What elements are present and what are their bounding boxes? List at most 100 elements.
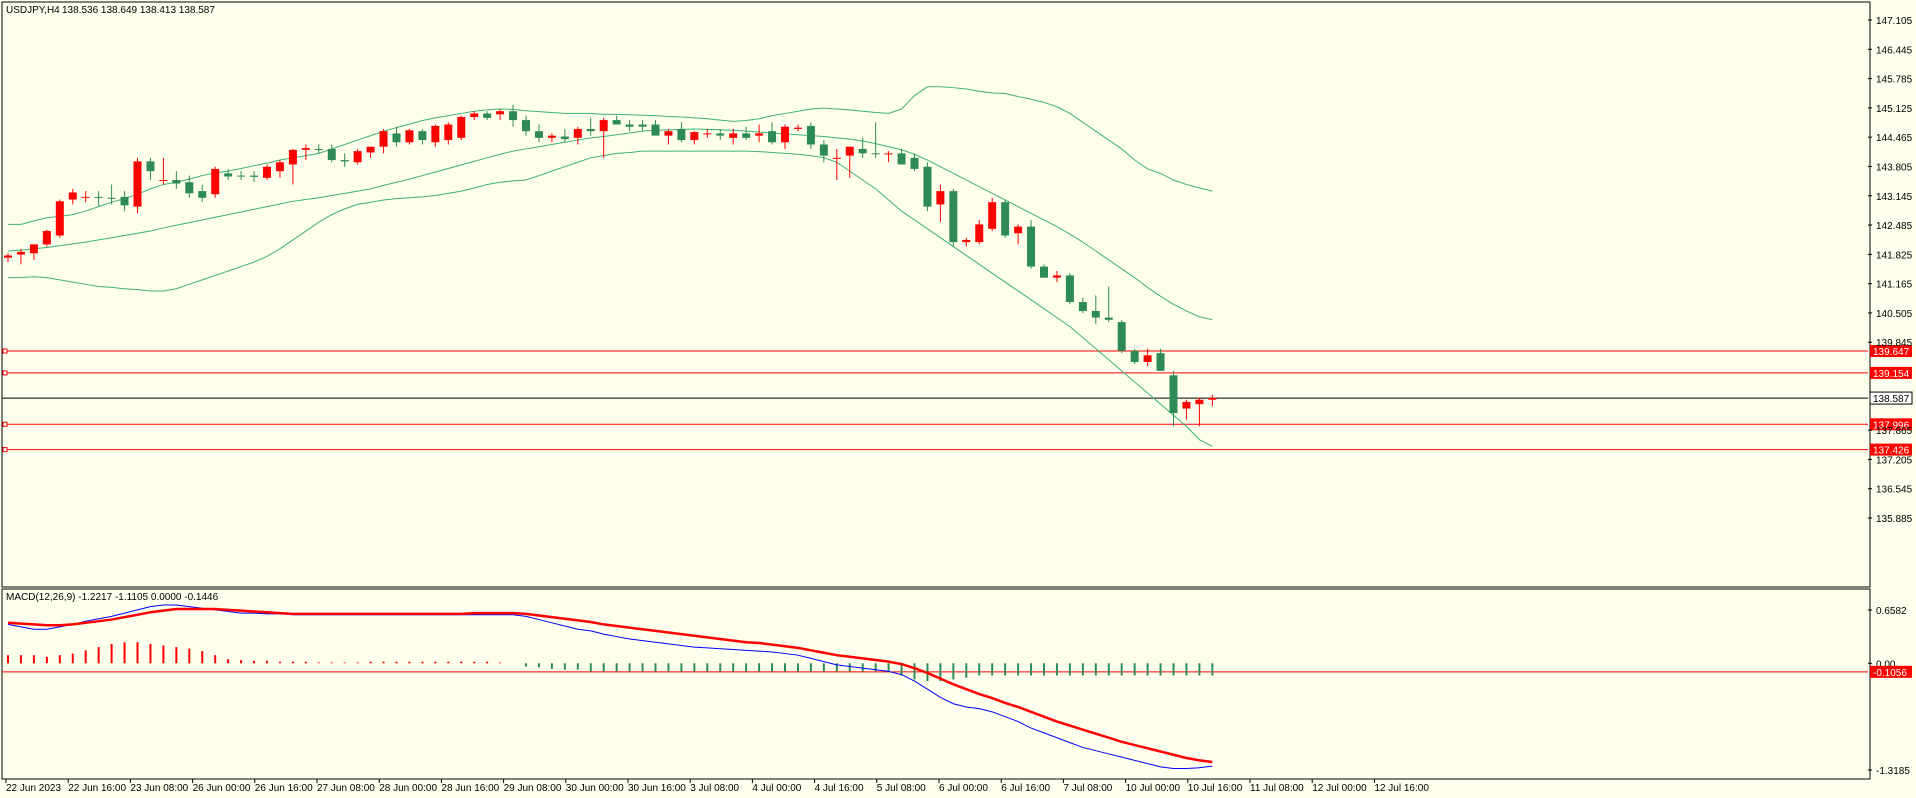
candle-body [1078, 302, 1087, 311]
candle-body [742, 133, 751, 138]
candle-body [431, 125, 440, 143]
candle-body [314, 148, 323, 150]
candle-body [936, 191, 945, 205]
time-tick-label: 26 Jun 16:00 [255, 783, 313, 794]
candle-body [55, 201, 64, 236]
time-tick-label: 26 Jun 00:00 [193, 783, 251, 794]
candle-body [716, 133, 725, 136]
level-price-label: 137.996 [1873, 420, 1910, 431]
candle-body [288, 149, 297, 165]
candle-body [1208, 397, 1217, 400]
ohlc-readout: 138.536 138.649 138.413 138.587 [62, 5, 215, 16]
price-tick-label: 146.445 [1876, 45, 1913, 56]
time-tick-label: 29 Jun 08:00 [504, 783, 562, 794]
level-price-label: 139.647 [1873, 347, 1910, 358]
candle-body [1130, 350, 1139, 362]
macd-indicator [2, 604, 1868, 770]
candle-body [832, 157, 841, 159]
candle-body [534, 131, 543, 138]
candle-body [94, 196, 103, 198]
candle-body [781, 126, 789, 143]
candle-body [923, 166, 932, 207]
macd-tick-label: -1.3185 [1876, 766, 1910, 777]
candle-body [755, 133, 764, 136]
level-handle [2, 447, 8, 453]
price-tick-label: 137.205 [1876, 455, 1913, 466]
candle-body [1169, 375, 1178, 414]
candle-body [651, 124, 660, 136]
price-tick-label: 145.785 [1876, 75, 1913, 86]
time-tick-label: 6 Jul 16:00 [1001, 783, 1050, 794]
candle-body [845, 146, 854, 156]
candle-body [470, 113, 479, 117]
candle-body [1001, 202, 1010, 236]
time-tick-label: 4 Jul 16:00 [815, 783, 864, 794]
price-tick-label: 143.805 [1876, 162, 1913, 173]
level-price-label: 139.154 [1873, 369, 1910, 380]
candle-body [897, 153, 906, 165]
candle-body [729, 133, 738, 138]
candle-body [1014, 226, 1023, 234]
current-price-tag [1869, 391, 1913, 405]
candle-body [133, 161, 142, 207]
candle-body [975, 224, 984, 243]
macd-tick-label: 0.00 [1876, 659, 1896, 670]
time-tick-label: 12 Jul 16:00 [1374, 783, 1429, 794]
candle-body [573, 128, 582, 138]
time-tick-label: 3 Jul 08:00 [690, 783, 739, 794]
candle-body [483, 113, 492, 118]
candle-body [159, 180, 168, 182]
candle-body [962, 239, 971, 243]
candle-body [172, 180, 181, 184]
candle-body [884, 153, 893, 155]
candle-body [444, 124, 453, 141]
candle-body [379, 131, 388, 147]
symbol-label: USDJPY,H4 [6, 5, 60, 16]
candle-body [185, 182, 194, 194]
candle-body [418, 131, 427, 141]
bollinger-upper-line [8, 86, 1213, 225]
level-handle [2, 370, 8, 376]
candle-body [301, 148, 310, 150]
candle-body [586, 128, 595, 132]
candle-body [120, 196, 129, 206]
candle-body [949, 191, 958, 243]
candle-body [263, 166, 271, 178]
price-axis: 139.647 139.154 137.996 137.426 138.587 147.1… [1868, 16, 1913, 525]
candle-body [988, 202, 997, 229]
candle-body [107, 197, 116, 199]
candle-body [250, 175, 259, 177]
macd-level-label: -0.1056 [1873, 668, 1907, 679]
candle-body [1182, 401, 1191, 409]
candle-body [677, 128, 686, 141]
price-tick-label: 142.485 [1876, 221, 1913, 232]
level-price-tag [1870, 345, 1912, 358]
candle-body [1156, 353, 1165, 371]
candle-body [1143, 355, 1152, 362]
candle-body [198, 191, 207, 198]
time-tick-label: 30 Jun 00:00 [566, 783, 624, 794]
time-tick-label: 30 Jun 16:00 [628, 783, 686, 794]
time-tick-label: 22 Jun 16:00 [68, 783, 126, 794]
candle-body [340, 160, 349, 162]
candle-body [1117, 322, 1126, 351]
candle-body [560, 136, 569, 140]
price-tick-label: 145.125 [1876, 104, 1913, 115]
level-price-tag [1870, 366, 1912, 379]
level-handle [2, 348, 8, 354]
current-price-label: 138.587 [1873, 394, 1910, 405]
candle-body [237, 175, 246, 177]
candle-body [1195, 399, 1204, 405]
candle-body [612, 120, 621, 125]
time-tick-label: 12 Jul 00:00 [1312, 783, 1367, 794]
candle-body [224, 173, 233, 177]
candle-body [768, 131, 777, 143]
time-tick-label: 22 Jun 2023 [6, 783, 61, 794]
candle-body [793, 127, 802, 129]
macd-signal-line [7, 607, 1213, 764]
time-tick-label: 5 Jul 08:00 [877, 783, 926, 794]
candle-body [690, 132, 699, 141]
candle-body [871, 153, 880, 155]
